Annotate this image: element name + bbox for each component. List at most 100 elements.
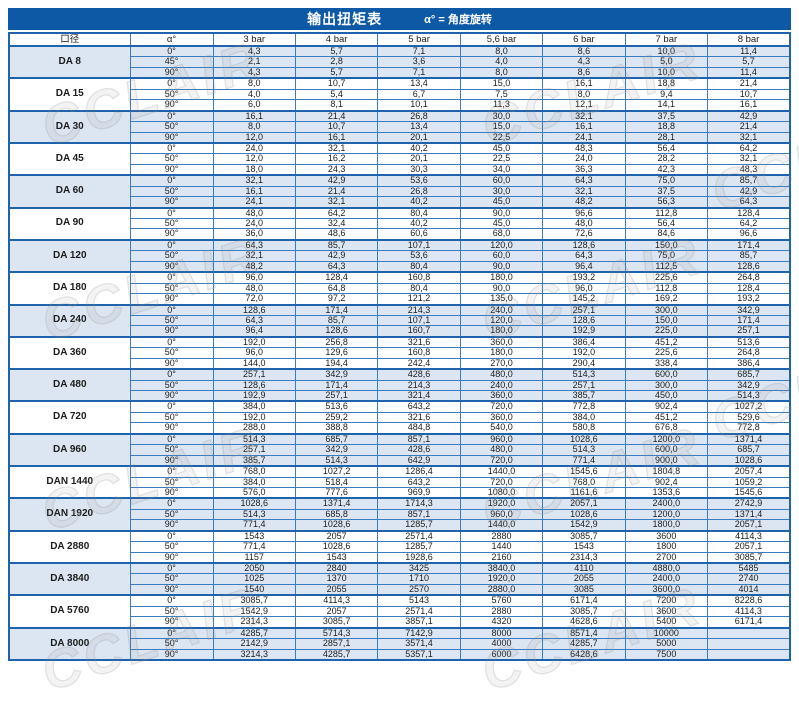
page: 输出扭矩表 α° = 角度旋转 口径 α° 3 bar 4 bar 5 bar 5,6 b… [8, 8, 799, 703]
torque-value-cell: 2400,0 [624, 573, 709, 585]
torque-value-cell: 902,4 [624, 476, 709, 488]
torque-value-cell: 128,6 [542, 238, 626, 252]
torque-value-cell: 21,4 [294, 109, 379, 123]
torque-value-cell: 2840 [294, 562, 379, 575]
torque-value-cell [707, 648, 791, 661]
angle-cell: 50° [129, 282, 214, 295]
torque-value-cell: 771,4 [212, 541, 296, 553]
torque-value-cell: 518,4 [294, 476, 379, 488]
torque-value-cell: 72,6 [542, 228, 626, 241]
angle-cell: 90° [129, 293, 214, 305]
torque-value-cell: 514,3 [212, 432, 296, 446]
torque-value-cell: 11,4 [707, 66, 791, 79]
torque-value-cell: 5143 [377, 594, 461, 607]
torque-value-cell: 360,0 [459, 390, 544, 402]
torque-value-cell: 48,2 [542, 196, 626, 209]
torque-value-cell: 8000 [459, 626, 544, 640]
torque-value-cell: 180,0 [459, 325, 544, 338]
torque-value-cell: 129,6 [294, 347, 379, 359]
angle-cell: 0° [129, 400, 214, 413]
torque-value-cell: 24,1 [542, 131, 626, 144]
torque-value-cell: 5714,3 [294, 626, 379, 640]
torque-value-cell: 2057,1 [707, 519, 791, 532]
torque-value-cell: 580,8 [542, 422, 626, 435]
angle-cell: 50° [129, 121, 214, 133]
torque-value-cell: 3085,7 [542, 529, 626, 543]
torque-value-cell: 12,0 [212, 131, 296, 144]
torque-value-cell: 386,4 [542, 335, 626, 349]
torque-value-cell: 514,3 [294, 454, 379, 467]
angle-cell: 90° [129, 228, 214, 241]
model-cell: DA 30 [8, 109, 131, 144]
torque-value-cell: 11,4 [707, 45, 791, 58]
torque-value-cell: 4285,7 [542, 638, 626, 650]
torque-value-cell: 225,6 [624, 271, 709, 284]
table-row: DA 3840 0° 2050 2840 3425 3840,0 4110 4880,0 548… [8, 561, 791, 596]
torque-value-cell: 5000 [624, 638, 709, 650]
torque-value-cell: 2057 [294, 605, 379, 618]
torque-value-cell: 2880 [459, 529, 544, 543]
torque-value-cell: 171,4 [294, 379, 379, 392]
torque-value-cell: 26,8 [377, 185, 461, 198]
torque-value-cell: 3085,7 [707, 551, 791, 564]
table-row: 50° 32,1 42,9 53,6 60,0 64,3 75,0 85,7 [9, 250, 791, 262]
torque-value-cell: 160,7 [377, 325, 461, 338]
torque-value-cell: 321,4 [377, 390, 461, 402]
page-title: 输出扭矩表 [307, 11, 383, 27]
angle-cell: 50° [129, 444, 214, 456]
torque-value-cell: 480,0 [459, 444, 544, 456]
torque-value-cell: 3600 [624, 605, 709, 618]
torque-value-cell: 32,1 [707, 131, 791, 144]
model-cell: DA 60 [8, 174, 131, 209]
table-row: 50° 4,0 5,4 6,7 7,5 8,0 9,4 10,7 [9, 88, 791, 101]
table-row: DA 30 0° 16,1 21,4 26,8 30,0 32,1 37,5 42,9 [8, 109, 791, 144]
table-row: DA 240 0° 128,6 171,4 214,3 240,0 257,1 300,0 34… [8, 303, 791, 338]
torque-value-cell: 2880 [459, 605, 544, 618]
table-row: 50° 16,1 21,4 26,8 30,0 32,1 37,5 42,9 [9, 185, 791, 198]
torque-value-cell: 1370 [294, 573, 379, 585]
table-row: DA 8000 0° 4285,7 5714,3 7142,9 8000 8571,4 100… [8, 626, 791, 661]
torque-value-cell: 171,4 [707, 238, 791, 252]
column-header-pressure: 3 bar [212, 32, 296, 47]
torque-value-cell: 5,0 [624, 56, 709, 68]
torque-value-cell: 384,0 [542, 411, 626, 424]
torque-value-cell: 56,4 [624, 217, 709, 230]
torque-value-cell: 80,4 [377, 282, 461, 295]
angle-cell: 0° [129, 529, 214, 543]
angle-cell: 0° [129, 368, 214, 381]
header-row: 口径 α° 3 bar 4 bar 5 bar 5,6 bar 6 bar 7 bar 8 ba… [8, 32, 791, 47]
table-row: 50° 24,0 32,4 40,2 45,0 48,0 56,4 64,2 [9, 217, 791, 230]
torque-value-cell: 1542,9 [542, 519, 626, 532]
table-row: 50° 128,6 171,4 214,3 240,0 257,1 300,0 342,9 [9, 379, 791, 392]
column-header-pressure: 7 bar [624, 32, 709, 47]
angle-cell: 0° [129, 45, 214, 58]
torque-value-cell: 257,1 [212, 444, 296, 456]
torque-value-cell: 48,0 [212, 282, 296, 295]
table-row: 50° 514,3 685,8 857,1 960,0 1028,6 1200,0 1371,… [9, 508, 791, 521]
torque-value-cell: 600,0 [624, 368, 709, 381]
torque-value-cell: 13,4 [377, 121, 461, 133]
torque-value-cell: 85,7 [707, 174, 791, 187]
torque-value-cell: 2314,3 [212, 616, 296, 629]
torque-value-cell: 96,0 [212, 347, 296, 359]
torque-value-cell: 1540 [212, 583, 296, 596]
torque-value-cell: 90,0 [459, 282, 544, 295]
torque-value-cell: 4,3 [542, 56, 626, 68]
torque-value-cell: 22,5 [459, 131, 544, 144]
torque-value-cell: 85,7 [707, 250, 791, 262]
torque-value-cell: 685,7 [707, 368, 791, 381]
torque-value-cell: 270,0 [459, 357, 544, 370]
torque-value-cell: 771,4 [542, 454, 626, 467]
torque-value-cell: 24,0 [212, 217, 296, 230]
table-row: 90° 3214,3 4285,7 5357,1 6000 6428,6 7500 [9, 648, 791, 661]
torque-value-cell: 48,3 [707, 163, 791, 176]
torque-value-cell: 8,0 [459, 45, 544, 58]
angle-cell: 90° [129, 648, 214, 661]
torque-value-cell: 192,9 [542, 325, 626, 338]
angle-cell: 50° [129, 185, 214, 198]
model-cell: DA 360 [8, 335, 131, 370]
torque-value-cell: 4000 [459, 638, 544, 650]
torque-value-cell: 75,0 [624, 174, 709, 187]
torque-value-cell [707, 626, 791, 640]
torque-value-cell: 192,0 [212, 335, 296, 349]
